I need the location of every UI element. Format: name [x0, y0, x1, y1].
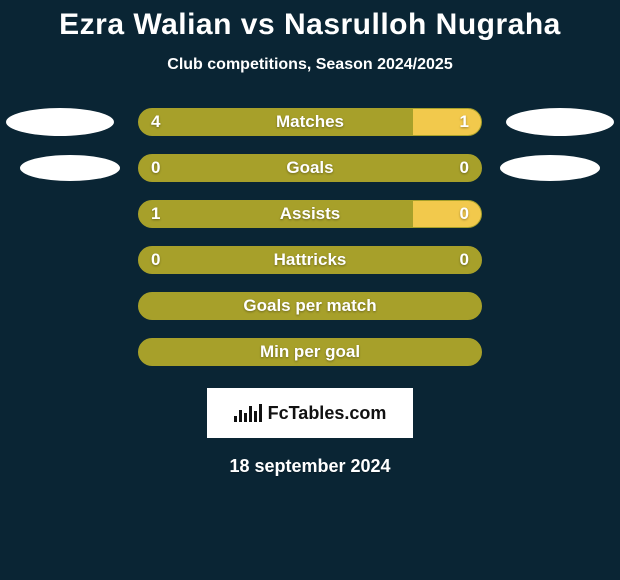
- bar-track: 0 0 Goals: [138, 154, 482, 182]
- right-value: 0: [460, 204, 469, 224]
- bar-label: Hattricks: [274, 250, 347, 270]
- subtitle: Club competitions, Season 2024/2025: [0, 56, 620, 74]
- player-ellipse-right: [506, 108, 614, 136]
- bar-fill-left: [139, 201, 413, 227]
- bar-label: Matches: [276, 112, 344, 132]
- bar-label: Assists: [280, 204, 340, 224]
- bar-track: Min per goal: [138, 338, 482, 366]
- bar-fill-right: [413, 201, 481, 227]
- logo-bar: [254, 411, 257, 422]
- right-value: 0: [460, 250, 469, 270]
- date-text: 18 september 2024: [0, 456, 620, 477]
- bar-label: Goals: [286, 158, 333, 178]
- left-value: 4: [151, 112, 160, 132]
- player-ellipse-right: [500, 155, 600, 181]
- logo-bar: [239, 410, 242, 422]
- bar-track: 1 0 Assists: [138, 200, 482, 228]
- bar-label: Min per goal: [260, 342, 360, 362]
- logo-text: FcTables.com: [268, 403, 387, 424]
- player-ellipse-left: [20, 155, 120, 181]
- logo-bar: [249, 406, 252, 422]
- logo-bar: [244, 413, 247, 422]
- comparison-card: Ezra Walian vs Nasrulloh Nugraha Club co…: [0, 0, 620, 580]
- right-value: 1: [460, 112, 469, 132]
- logo-bar: [234, 416, 237, 422]
- left-value: 1: [151, 204, 160, 224]
- bar-fill-right: [413, 109, 481, 135]
- left-value: 0: [151, 250, 160, 270]
- logo-bars-icon: [234, 404, 262, 422]
- player-ellipse-left: [6, 108, 114, 136]
- logo-bar: [259, 404, 262, 422]
- stat-rows: 4 1 Matches 0 0 Goals 1 0 Assists 0 0 Hattricks Goal…: [0, 108, 620, 366]
- bar-track: Goals per match: [138, 292, 482, 320]
- stat-row: 0 0 Hattricks: [0, 246, 620, 274]
- stat-row: Goals per match: [0, 292, 620, 320]
- bar-label: Goals per match: [243, 296, 376, 316]
- bar-track: 4 1 Matches: [138, 108, 482, 136]
- bar-track: 0 0 Hattricks: [138, 246, 482, 274]
- page-title: Ezra Walian vs Nasrulloh Nugraha: [0, 0, 620, 42]
- right-value: 0: [460, 158, 469, 178]
- logo-box: FcTables.com: [207, 388, 413, 438]
- left-value: 0: [151, 158, 160, 178]
- stat-row: 4 1 Matches: [0, 108, 620, 136]
- stat-row: Min per goal: [0, 338, 620, 366]
- stat-row: 1 0 Assists: [0, 200, 620, 228]
- stat-row: 0 0 Goals: [0, 154, 620, 182]
